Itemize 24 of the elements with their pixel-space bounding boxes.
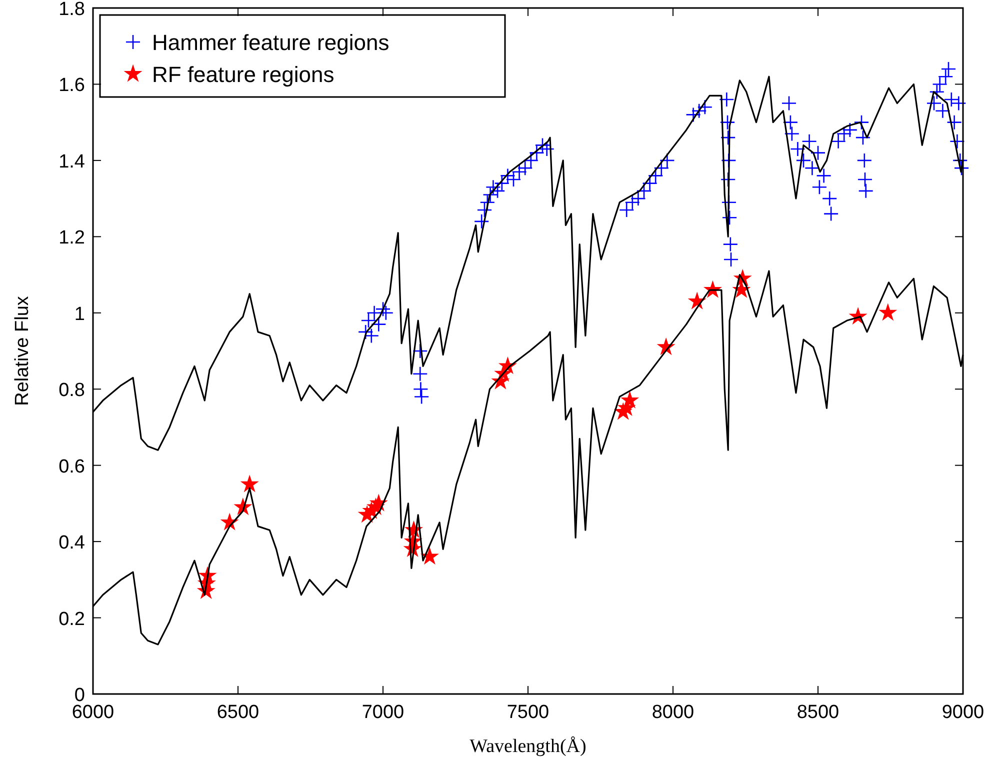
point bbox=[241, 476, 258, 492]
legend-label: RF feature regions bbox=[152, 62, 334, 87]
x-tick-label: 7500 bbox=[506, 702, 550, 723]
legend-label: Hammer feature regions bbox=[152, 30, 390, 55]
y-tick-label: 1.2 bbox=[58, 228, 85, 249]
point bbox=[879, 304, 896, 320]
point bbox=[733, 281, 750, 298]
point bbox=[621, 392, 638, 408]
y-tick-label: 1.4 bbox=[58, 151, 86, 172]
y-tick-label: 1 bbox=[74, 304, 85, 325]
y-tick-label: 0.6 bbox=[58, 456, 85, 478]
y-tick-label: 0.2 bbox=[58, 608, 85, 630]
x-tick-label: 8500 bbox=[796, 702, 840, 723]
x-tick-label: 7000 bbox=[362, 702, 404, 723]
y-tick-label: 1.6 bbox=[58, 75, 85, 96]
point bbox=[421, 548, 438, 564]
x-tick-label: 9000 bbox=[942, 702, 984, 723]
x-axis-title: Wavelength(Å) bbox=[470, 736, 586, 757]
x-tick-label: 6500 bbox=[216, 702, 260, 723]
y-axis-title: Relative Flux bbox=[12, 296, 33, 406]
y-tick-label: 0.4 bbox=[58, 532, 86, 554]
y-tick-label: 1.8 bbox=[58, 0, 85, 20]
x-tick-label: 8000 bbox=[652, 702, 694, 723]
y-tick-label: 0.8 bbox=[58, 380, 85, 402]
